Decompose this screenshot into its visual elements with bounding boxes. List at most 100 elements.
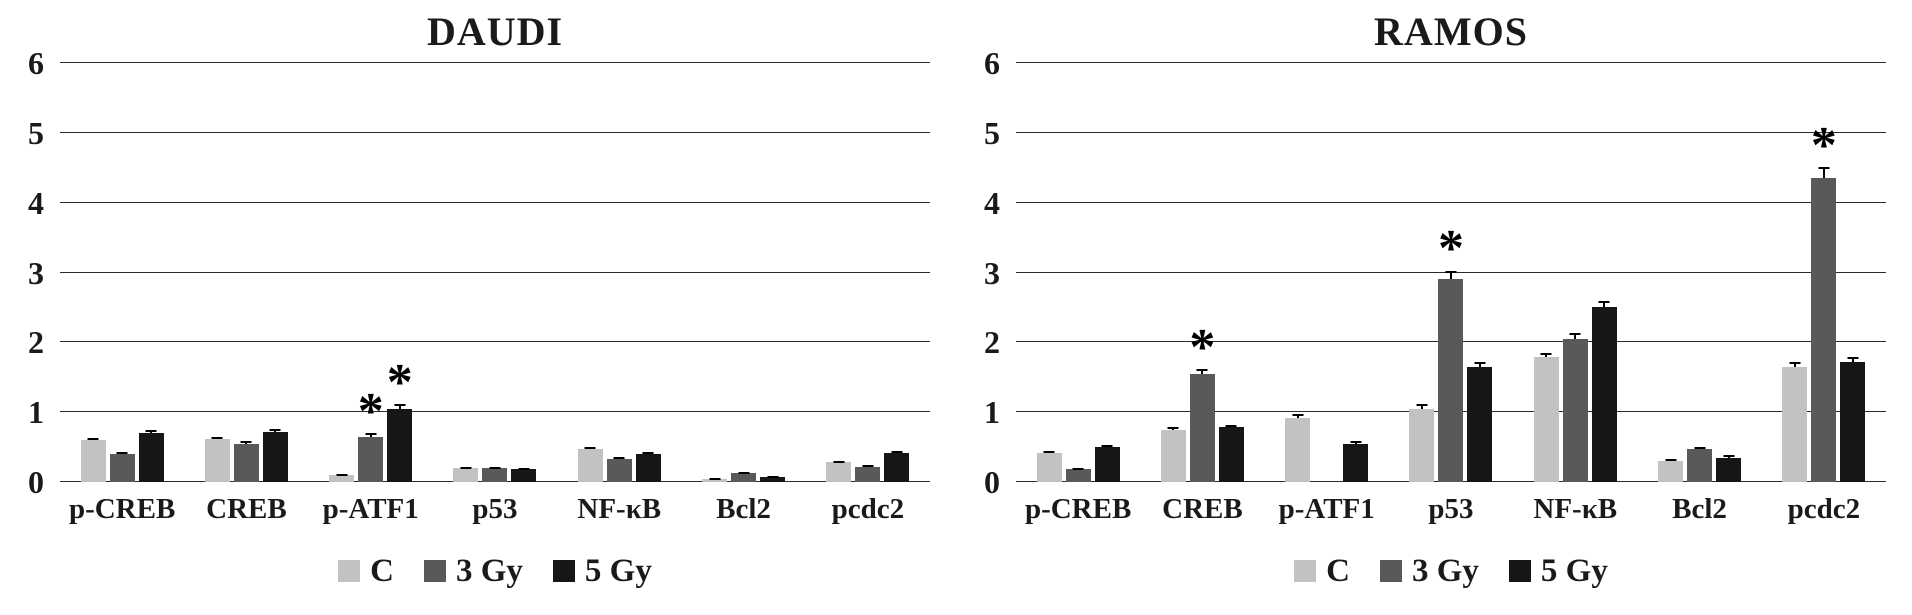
- gridline: [60, 62, 930, 63]
- bar: [635, 451, 661, 482]
- bar: [511, 468, 537, 482]
- bar: [1562, 332, 1588, 482]
- error-bar-cap: [518, 468, 530, 471]
- bar: [204, 436, 230, 482]
- bar: [826, 461, 852, 482]
- legend-item: 3 Gy: [1380, 553, 1479, 590]
- error-bar-cap: [1474, 362, 1486, 365]
- bar: [760, 476, 786, 482]
- bar-group: [1637, 62, 1761, 482]
- bar: [731, 471, 757, 482]
- y-tick-label: 2: [28, 324, 44, 361]
- bar: [109, 451, 135, 482]
- error-bar: [1101, 444, 1113, 447]
- bar: [453, 466, 479, 482]
- y-tick-label: 5: [28, 114, 44, 151]
- x-axis-label: CREB: [206, 492, 287, 525]
- error-bar-cap: [1445, 270, 1457, 273]
- bar: [233, 440, 259, 482]
- error-bar: [833, 461, 845, 464]
- bar-group: [184, 62, 308, 482]
- error-bar-cap: [1569, 332, 1581, 335]
- y-axis: 0 1 2 3 4 5 6: [10, 47, 60, 498]
- error-bar: [87, 437, 99, 440]
- error-bar-cap: [767, 476, 779, 479]
- bar: [702, 477, 728, 482]
- error-bar-cap: [211, 436, 223, 439]
- bar: *: [1811, 119, 1837, 482]
- gridline: [60, 131, 930, 133]
- x-axis-label: NF-κB: [1533, 492, 1618, 525]
- plot-area: * * *: [1016, 62, 1886, 482]
- bar: [1218, 424, 1244, 482]
- legend-item: 3 Gy: [424, 553, 523, 590]
- chart-panel-ramos: RAMOS 0 1 2 3 4 5 6 * * * p-CREB CREB p-ATF1 p53 NF-…: [956, 0, 1912, 615]
- x-axis-label: Bcl2: [716, 492, 771, 525]
- x-axis-label: NF-κB: [577, 492, 662, 525]
- y-tick-label: 0: [984, 464, 1000, 500]
- legend-swatch: [1508, 560, 1531, 582]
- bar-group: [1513, 62, 1637, 482]
- significance-star: *: [1189, 319, 1216, 377]
- y-tick-label: 3: [28, 254, 44, 291]
- significance-star: *: [357, 382, 384, 440]
- error-bar-cap: [1167, 426, 1179, 429]
- error-bar-cap: [1350, 441, 1362, 444]
- bar-groups: * * *: [1016, 62, 1886, 482]
- error-bar: [613, 456, 625, 459]
- bar-group: [1016, 62, 1140, 482]
- x-axis-label: pcdc2: [1787, 492, 1861, 525]
- error-bar: [211, 436, 223, 439]
- bar: [329, 473, 355, 482]
- error-bar-cap: [1540, 353, 1552, 356]
- bar: [262, 428, 288, 482]
- error-bar: [584, 447, 596, 450]
- x-axis-label: p-ATF1: [1278, 492, 1375, 525]
- bar: [1840, 357, 1866, 482]
- error-bar: [1665, 458, 1677, 461]
- bar: [1591, 301, 1617, 482]
- legend-label: 3 Gy: [456, 552, 523, 589]
- bar-group: [1265, 62, 1389, 482]
- error-bar-cap: [1723, 455, 1735, 458]
- bar-group: [557, 62, 681, 482]
- bar: [884, 450, 910, 482]
- bar: [1285, 414, 1311, 482]
- error-bar-cap: [336, 473, 348, 476]
- chart-title: DAUDI: [426, 9, 564, 54]
- error-bar: [365, 433, 377, 437]
- bar: *: [358, 385, 384, 482]
- legend-item: C: [338, 553, 394, 590]
- plot-row: 0 1 2 3 4 5 6 * *: [10, 47, 930, 498]
- error-bar: [862, 465, 874, 468]
- error-bar: [269, 428, 281, 432]
- bar: [80, 437, 106, 482]
- error-bar: [394, 404, 406, 409]
- bar: *: [387, 356, 413, 482]
- error-bar-cap: [489, 466, 501, 469]
- legend-item: 5 Gy: [552, 553, 652, 590]
- legend-label: C: [370, 552, 394, 589]
- error-bar-cap: [1196, 369, 1208, 372]
- bar: [1409, 404, 1435, 482]
- error-bar-cap: [394, 404, 406, 407]
- error-bar-cap: [87, 437, 99, 440]
- legend-swatch: [1294, 560, 1317, 582]
- gridline: [60, 201, 930, 203]
- bar: [482, 466, 508, 482]
- legend: C 3 Gy 5 Gy: [1016, 536, 1886, 606]
- bar: [855, 465, 881, 482]
- gridline: [1016, 131, 1886, 133]
- error-bar-cap: [1847, 357, 1859, 360]
- error-bar: [1225, 424, 1237, 428]
- error-bar-cap: [1598, 301, 1610, 304]
- error-bar-cap: [642, 451, 654, 454]
- significance-star: *: [1810, 116, 1837, 174]
- x-axis-label: CREB: [1162, 492, 1243, 525]
- significance-star: *: [1437, 220, 1464, 278]
- bar: [577, 447, 603, 482]
- error-bar: [1167, 426, 1179, 430]
- error-bar-cap: [1072, 468, 1084, 471]
- error-bar-cap: [891, 450, 903, 453]
